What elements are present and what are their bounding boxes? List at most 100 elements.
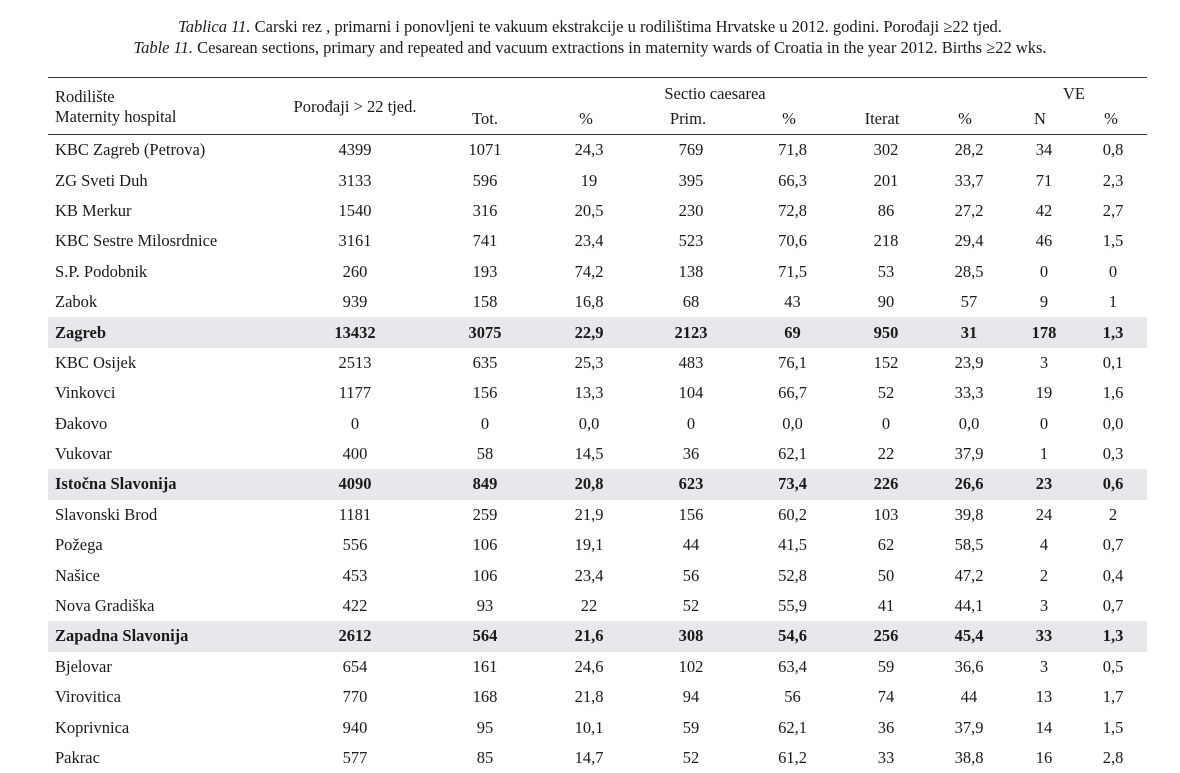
pct-ve-value: 0,4 (1102, 565, 1124, 585)
births-value: 3133 (338, 170, 372, 190)
births-value: 0 (350, 413, 360, 433)
table-body: KBC Zagreb (Petrova) 4399 1071 24,3 769 71,8 3… (48, 135, 1147, 773)
pct-tot-value: 20,8 (538, 469, 640, 500)
ve-n-value: 24 (1035, 504, 1053, 524)
iterat-value: 86 (877, 200, 895, 220)
pct-ve-value: 1,7 (1102, 687, 1124, 707)
pct-prim-value: 70,6 (778, 231, 807, 251)
hospital-name: ZG Sveti Duh (55, 170, 148, 190)
table-row: KBC Zagreb (Petrova) 4399 1071 24,3 769 71,8 3… (48, 135, 1147, 165)
births-value: 3161 (338, 231, 372, 251)
pct-ve-value: 1,3 (1079, 317, 1147, 348)
pct-prim-value: 54,6 (742, 621, 843, 652)
pct-iterat-value: 44,1 (954, 596, 984, 616)
region-total-row: Istočna Slavonija 4090 849 20,8 623 73,4 226 26… (48, 469, 1147, 500)
iterat-value: 103 (873, 504, 899, 524)
births-value: 453 (342, 565, 368, 585)
table-row: KBC Sestre Milosrdnice 3161 741 23,4 523 70,6… (48, 226, 1147, 256)
ve-n-value: 0 (1039, 261, 1049, 281)
births-value: 654 (342, 656, 368, 676)
pct-prim-value: 52,8 (778, 565, 807, 585)
prim-value: 94 (682, 687, 700, 707)
iterat-value: 36 (877, 717, 895, 737)
table-row: ZG Sveti Duh 3133 596 19 395 66,3 201 33,7 71 2,3 (48, 165, 1147, 195)
tot-value: 161 (472, 656, 498, 676)
table-row: Slavonski Brod 1181 259 21,9 156 60,2 103 39,8 2… (48, 500, 1147, 530)
tot-value: 193 (472, 261, 498, 281)
pct-iterat-value: 31 (929, 317, 1009, 348)
ve-n-value: 46 (1035, 231, 1053, 251)
prim-value: 52 (682, 748, 700, 767)
pct-prim-value: 41,5 (778, 535, 807, 555)
pct-prim-value: 73,4 (742, 469, 843, 500)
table-row: S.P. Podobnik 260 193 74,2 138 71,5 53 28,5 0 0 (48, 257, 1147, 287)
pct-tot-value: 74,2 (574, 261, 604, 281)
pct-prim-value: 43 (784, 292, 801, 312)
pct-ve-value: 1,6 (1102, 383, 1124, 403)
tot-value: 0 (480, 413, 490, 433)
header-births: Porođaji > 22 tjed. (293, 97, 417, 116)
iterat-value: 41 (877, 596, 895, 616)
prim-value: 52 (682, 596, 700, 616)
table-row: Našice 453 106 23,4 56 52,8 50 47,2 2 0,4 (48, 560, 1147, 590)
ve-n-value: 42 (1035, 200, 1053, 220)
tot-value: 58 (476, 444, 494, 464)
pct-iterat-value: 27,2 (954, 200, 984, 220)
table-row: Požega 556 106 19,1 44 41,5 62 58,5 4 0,7 (48, 530, 1147, 560)
caption-english: Table 11. Cesarean sections, primary and… (0, 37, 1180, 58)
pct-prim-value: 62,1 (778, 444, 807, 464)
ve-n-value: 9 (1039, 292, 1049, 312)
pct-prim-value: 71,8 (778, 140, 807, 160)
pct-iterat-value: 36,6 (954, 656, 984, 676)
pct-prim-value: 60,2 (778, 504, 807, 524)
ve-n-value: 0 (1039, 413, 1049, 433)
hospital-name: Zagreb (48, 317, 278, 348)
pct-iterat-value: 37,9 (954, 717, 984, 737)
pct-tot-value: 22,9 (538, 317, 640, 348)
ve-n-value: 34 (1035, 140, 1053, 160)
region-total-row: Zapadna Slavonija 2612 564 21,6 308 54,6 256 45… (48, 621, 1147, 652)
table-top-rule (48, 77, 1147, 78)
ve-n-value: 19 (1035, 383, 1053, 403)
pct-tot-value: 16,8 (574, 292, 604, 312)
ve-n-value: 16 (1035, 748, 1053, 767)
pct-ve-value: 2,7 (1102, 200, 1124, 220)
table-row: KBC Osijek 2513 635 25,3 483 76,1 152 23,9 3 0,1 (48, 348, 1147, 378)
pct-tot-value: 21,6 (538, 621, 640, 652)
header-pct-prim: % (782, 109, 796, 128)
table-row: Vukovar 400 58 14,5 36 62,1 22 37,9 1 0,3 (48, 439, 1147, 469)
table-row: KB Merkur 1540 316 20,5 230 72,8 86 27,2 42 2,7 (48, 196, 1147, 226)
prim-value: 56 (682, 565, 700, 585)
births-value: 1181 (338, 504, 372, 524)
prim-value: 523 (678, 231, 704, 251)
births-value: 400 (342, 444, 368, 464)
pct-prim-value: 61,2 (778, 748, 807, 767)
pct-iterat-value: 28,5 (954, 261, 984, 281)
births-value: 2612 (278, 621, 432, 652)
pct-tot-value: 24,6 (574, 656, 604, 676)
ve-n-value: 1 (1039, 444, 1049, 464)
table-row: Virovitica 770 168 21,8 94 56 74 44 13 1,7 (48, 682, 1147, 712)
header-ve-n: N (1034, 109, 1046, 128)
pct-ve-value: 2,3 (1102, 170, 1124, 190)
ve-n-value: 33 (1009, 621, 1079, 652)
header-sectio-caesarea: Sectio caesarea (664, 84, 766, 103)
births-value: 556 (342, 535, 368, 555)
iterat-value: 52 (877, 383, 895, 403)
hospital-name: Zapadna Slavonija (48, 621, 278, 652)
prim-value: 156 (678, 504, 704, 524)
prim-value: 138 (678, 261, 704, 281)
iterat-value: 50 (877, 565, 895, 585)
tot-value: 3075 (432, 317, 538, 348)
iterat-value: 0 (881, 413, 891, 433)
births-value: 577 (342, 748, 368, 767)
pct-iterat-value: 45,4 (929, 621, 1009, 652)
ve-n-value: 178 (1009, 317, 1079, 348)
pct-prim-value: 62,1 (778, 717, 807, 737)
pct-iterat-value: 37,9 (954, 444, 984, 464)
caption-en-text: Cesarean sections, primary and repeated … (193, 38, 1047, 57)
tot-value: 564 (432, 621, 538, 652)
pct-iterat-value: 47,2 (954, 565, 984, 585)
tot-value: 93 (476, 596, 494, 616)
pct-ve-value: 2,8 (1102, 748, 1124, 767)
